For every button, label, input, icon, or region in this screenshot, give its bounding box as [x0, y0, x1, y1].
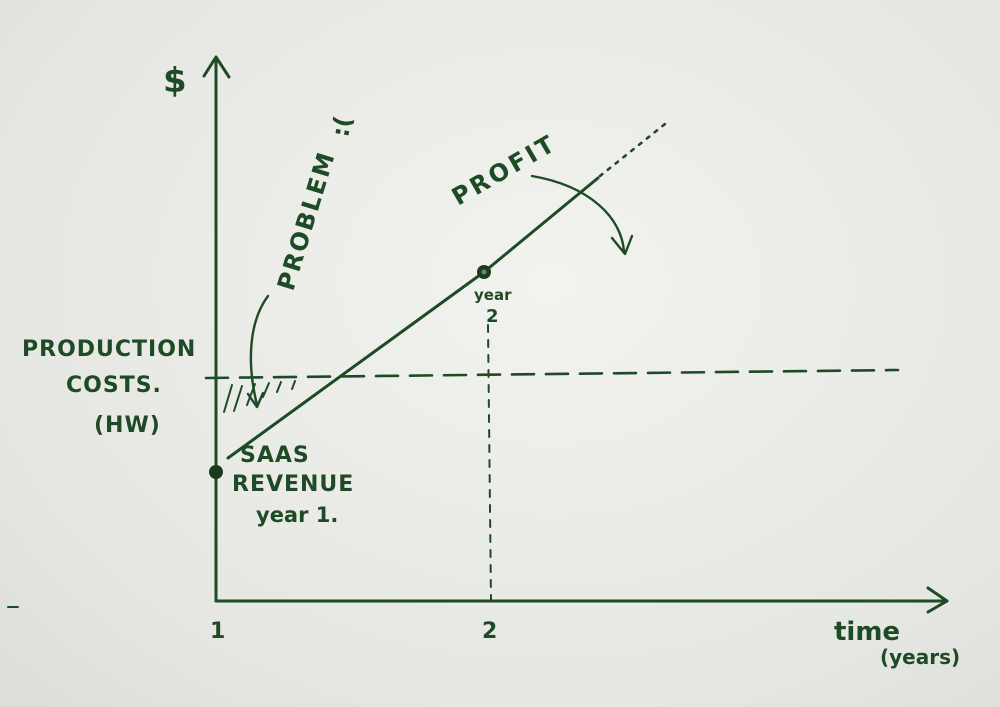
saas-label-line2: REVENUE [232, 472, 354, 497]
problem-area-hatching [223, 380, 296, 413]
y-axis-arrowhead [202, 55, 231, 79]
production-label-line3: (HW) [94, 413, 161, 438]
profit-arrow-head [610, 234, 634, 256]
x-tick-1: 1 [210, 619, 225, 644]
year2-point-highlight [481, 269, 487, 275]
production-cost-dashed-line [204, 368, 900, 380]
year2-number: 2 [486, 306, 499, 327]
x-axis-arrowhead [926, 586, 949, 614]
problem-label: PROBLEM [272, 148, 341, 294]
problem-arrow-head [246, 391, 265, 409]
profit-label: PROFIT [447, 129, 562, 211]
year2-dotted-line [487, 324, 492, 601]
x-axis-label-line2: (years) [880, 645, 960, 669]
saas-label-line3: year 1. [256, 503, 338, 527]
x-tick-2: 2 [482, 619, 497, 644]
production-label-line1: PRODUCTION [22, 337, 196, 362]
problem-face: :( [326, 114, 357, 139]
x-axis-label-line1: time [834, 617, 900, 647]
saas-label-line1: SAAS [240, 443, 310, 468]
profit-arrow [530, 174, 626, 254]
saas-year1-point [209, 465, 223, 479]
production-label-line2: COSTS. [66, 373, 162, 398]
year2-word: year [474, 286, 512, 304]
problem-arrow [249, 294, 270, 407]
revenue-line-dotted-extension [598, 118, 672, 178]
revenue-line [226, 176, 600, 460]
y-axis-label: $ [163, 61, 187, 101]
